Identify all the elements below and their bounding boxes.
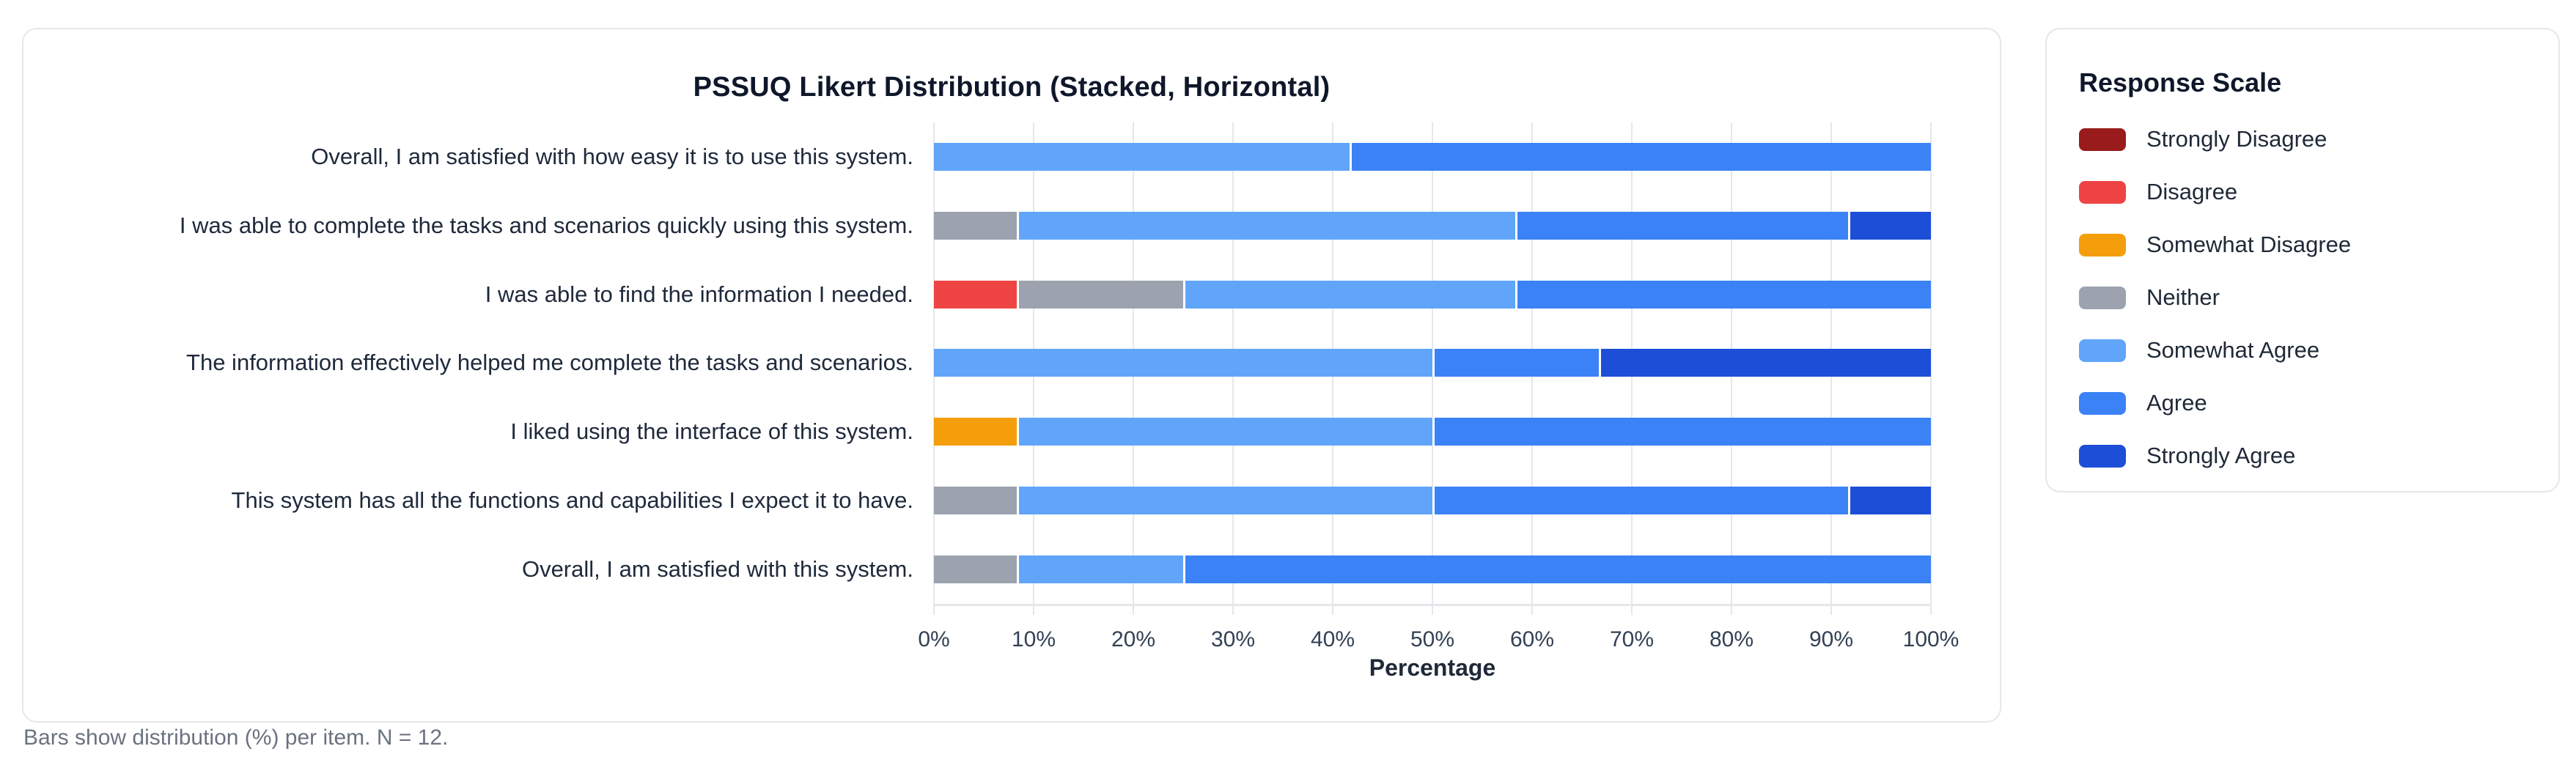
x-tick-label-70: 70% [1609, 627, 1655, 651]
row-label: This system has all the functions and ca… [231, 487, 913, 514]
bar-segment[interactable] [934, 211, 1017, 240]
bar-track [934, 418, 1931, 446]
x-tick-label-10: 10% [1011, 627, 1056, 651]
legend-label: Strongly Disagree [2146, 126, 2327, 152]
bar-segment[interactable] [1432, 349, 1599, 377]
x-tick-label-0: 0% [918, 627, 950, 651]
legend-item: Strongly Disagree [2079, 126, 2558, 152]
row-label: Overall, I am satisfied with how easy it… [311, 143, 913, 169]
chart-rows: Overall, I am satisfied with how easy it… [23, 122, 1998, 604]
legend-swatch [2079, 339, 2126, 362]
bar-segment[interactable] [934, 555, 1017, 584]
legend-items: Strongly Disagree Disagree Somewhat Disagr… [2047, 126, 2558, 468]
row-label: I was able to complete the tasks and sce… [179, 212, 913, 238]
row-label: I was able to find the information I nee… [485, 281, 913, 307]
bar-track [934, 487, 1931, 515]
x-tick-label-80: 80% [1709, 627, 1754, 651]
legend-swatch [2079, 391, 2126, 415]
bar-segment[interactable] [1017, 280, 1183, 309]
legend-item: Somewhat Disagree [2079, 232, 2558, 257]
bar-segment[interactable] [934, 418, 1017, 446]
bar-segment[interactable] [934, 280, 1017, 309]
x-tick-label-20: 20% [1111, 627, 1156, 651]
legend-label: Neither [2146, 284, 2220, 310]
legend-label: Somewhat Agree [2146, 337, 2320, 363]
legend-item: Somewhat Agree [2079, 337, 2558, 363]
bar-track [934, 555, 1931, 584]
bar-segment[interactable] [934, 142, 1350, 171]
chart-row: I was able to find the information I nee… [23, 260, 1998, 329]
legend-item: Neither [2079, 284, 2558, 310]
bar-segment[interactable] [1847, 487, 1931, 515]
legend-label: Agree [2146, 390, 2207, 416]
bar-segment[interactable] [1017, 555, 1183, 584]
legend-swatch [2079, 180, 2126, 204]
bar-segment[interactable] [1017, 418, 1432, 446]
bar-segment[interactable] [934, 349, 1432, 377]
bar-segment[interactable] [1598, 349, 1931, 377]
legend-swatch [2079, 286, 2126, 309]
legend-swatch [2079, 444, 2126, 468]
x-tick-label-30: 30% [1210, 627, 1256, 651]
bar-segment[interactable] [1349, 142, 1931, 171]
chart-title: PSSUQ Likert Distribution (Stacked, Hori… [693, 72, 1331, 103]
legend-item: Strongly Agree [2079, 443, 2558, 468]
bar-segment[interactable] [1847, 211, 1931, 240]
bar-segment[interactable] [934, 487, 1017, 515]
chart-row: The information effectively helped me co… [23, 329, 1998, 398]
row-label: The information effectively helped me co… [186, 350, 913, 376]
legend-swatch [2079, 233, 2126, 256]
x-tick-label-40: 40% [1310, 627, 1355, 651]
x-axis-title: Percentage [1369, 654, 1496, 681]
bar-track [934, 349, 1931, 377]
legend-item: Disagree [2079, 179, 2558, 204]
chart-row: I liked using the interface of this syst… [23, 397, 1998, 466]
chart-row: Overall, I am satisfied with this system… [23, 535, 1998, 604]
bar-segment[interactable] [1182, 280, 1516, 309]
bar-segment[interactable] [1017, 487, 1432, 515]
bar-track [934, 142, 1931, 171]
bar-track [934, 211, 1931, 240]
legend-swatch [2079, 128, 2126, 151]
footer-note: Bars show distribution (%) per item. N =… [23, 725, 449, 750]
chart-row: I was able to complete the tasks and sce… [23, 191, 1998, 260]
x-tick-label-90: 90% [1808, 627, 1854, 651]
legend-card: Response Scale Strongly Disagree Disagree… [2045, 28, 2560, 492]
chart-row: This system has all the functions and ca… [23, 466, 1998, 535]
legend-item: Agree [2079, 390, 2558, 416]
legend-label: Disagree [2146, 179, 2238, 204]
legend-label: Strongly Agree [2146, 443, 2296, 468]
bar-segment[interactable] [1432, 487, 1848, 515]
row-label: I liked using the interface of this syst… [510, 418, 913, 445]
chart-card: PSSUQ Likert Distribution (Stacked, Hori… [22, 28, 2001, 723]
x-tick-label-100: 100% [1902, 627, 1959, 651]
legend-label: Somewhat Disagree [2146, 232, 2352, 257]
bar-segment[interactable] [1182, 555, 1931, 584]
row-label: Overall, I am satisfied with this system… [521, 556, 913, 583]
bar-segment[interactable] [1515, 211, 1848, 240]
gridline-100 [1930, 122, 1932, 615]
legend-title: Response Scale [2079, 67, 2282, 97]
x-tick-label-60: 60% [1509, 627, 1555, 651]
bar-segment[interactable] [1515, 280, 1931, 309]
bar-segment[interactable] [1432, 418, 1931, 446]
chart-row: Overall, I am satisfied with how easy it… [23, 122, 1998, 191]
x-tick-label-50: 50% [1410, 627, 1455, 651]
bar-segment[interactable] [1017, 211, 1516, 240]
bar-track [934, 280, 1931, 309]
